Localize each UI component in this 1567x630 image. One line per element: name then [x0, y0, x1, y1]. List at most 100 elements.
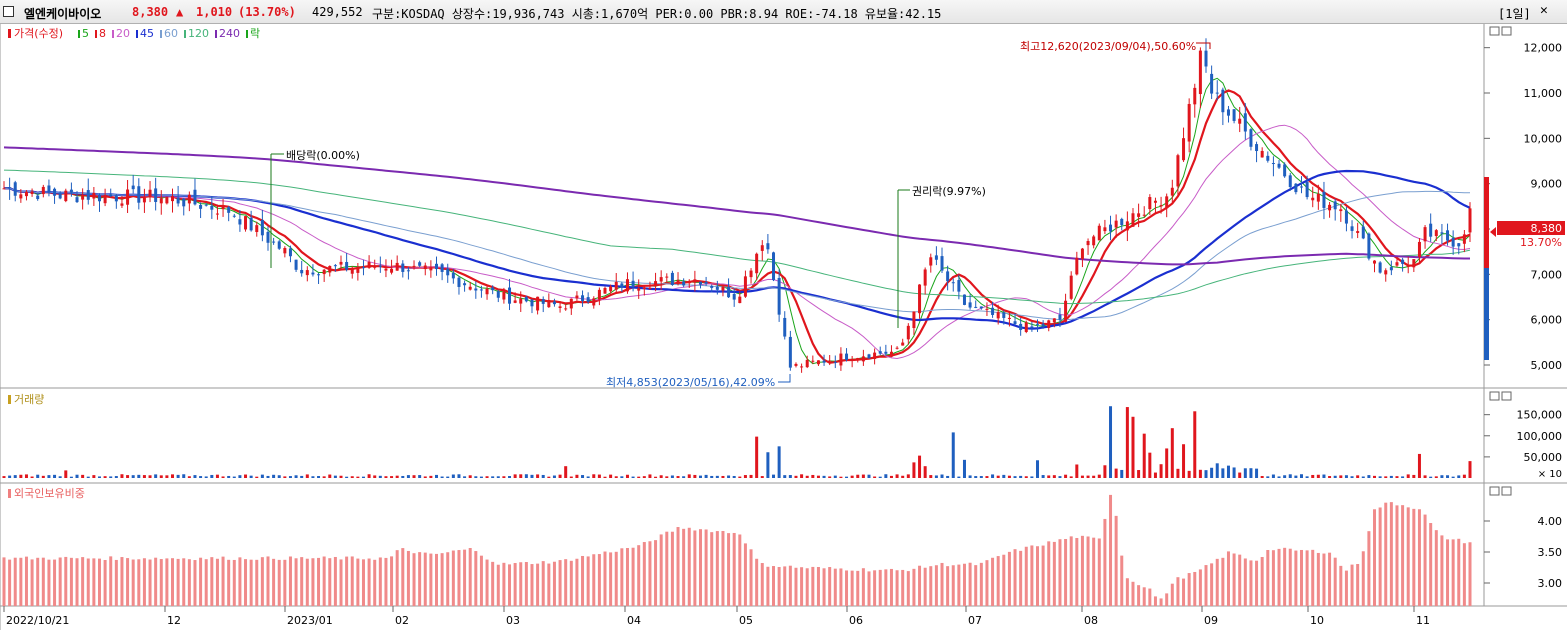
volume-bar — [513, 474, 517, 478]
candle-body — [491, 287, 495, 291]
volume-bar — [390, 476, 394, 478]
panel-buttons-foreign[interactable] — [1489, 486, 1512, 496]
volume-bar — [1221, 468, 1225, 478]
volume-bar — [1114, 468, 1118, 478]
foreign-ratio-bar — [1047, 541, 1051, 606]
price-change-pct: (13.70%) — [238, 5, 296, 19]
candle-body — [918, 284, 922, 314]
volume-bar — [333, 475, 337, 478]
candle-body — [401, 263, 405, 272]
foreign-ratio-bar — [1024, 546, 1028, 606]
y-tick-label: 3.50 — [1538, 546, 1563, 559]
foreign-ratio-bar — [97, 558, 101, 606]
range-bar-down — [1484, 268, 1489, 360]
foreign-ratio-bar — [1002, 554, 1006, 606]
volume-bar — [412, 475, 416, 478]
candle-body — [1114, 220, 1118, 228]
foreign-ratio-bar — [1165, 593, 1169, 606]
volume-bar — [260, 474, 264, 478]
chart-area: 12,00011,00010,0009,0008,0007,0006,0005,… — [0, 24, 1567, 630]
volume-bar — [816, 475, 820, 478]
x-tick-label: 02 — [395, 614, 409, 627]
candle-body — [244, 216, 248, 230]
volume-bar — [873, 476, 877, 478]
candle-body — [1193, 87, 1197, 105]
candle-body — [1075, 257, 1079, 275]
candle-body — [856, 357, 860, 360]
volume-bar — [738, 476, 742, 478]
x-tick-label: 04 — [627, 614, 641, 627]
y-tick-label: 150,000 — [1517, 409, 1563, 422]
foreign-ratio-bar — [1457, 538, 1461, 606]
x-tick-label: 10 — [1310, 614, 1324, 627]
candle-body — [648, 287, 652, 290]
candle-body — [687, 282, 691, 284]
volume-bar — [856, 474, 860, 478]
volume-bar — [485, 476, 489, 478]
candle-body — [822, 360, 826, 363]
volume-bar — [36, 474, 40, 478]
foreign-ratio-bar — [47, 559, 51, 606]
foreign-ratio-bar — [496, 564, 500, 606]
foreign-ratio-bar — [715, 531, 719, 606]
panel-buttons-volume[interactable] — [1489, 391, 1512, 401]
foreign-ratio-bar — [328, 558, 332, 606]
volume-bar — [1277, 476, 1281, 478]
volume-bar — [1170, 428, 1174, 478]
candle-body — [738, 296, 742, 304]
volume-bar — [1125, 407, 1129, 478]
candle-body — [1389, 267, 1393, 271]
candle-body — [36, 195, 40, 200]
volume-bar — [957, 476, 961, 478]
volume-bar — [766, 452, 770, 478]
volume-bar — [446, 476, 450, 478]
volume-bar — [1165, 448, 1169, 478]
volume-bar — [648, 474, 652, 478]
foreign-ratio-bar — [766, 566, 770, 606]
period-selector[interactable]: [1일] — [1498, 7, 1531, 21]
foreign-legend-label: 외국인보유비중 — [14, 487, 85, 500]
foreign-ratio-bar — [974, 565, 978, 606]
close-icon[interactable]: ✕ — [1540, 3, 1548, 18]
volume-bar — [1047, 475, 1051, 478]
foreign-ratio-bar — [373, 559, 377, 606]
foreign-ratio-bar — [227, 559, 231, 606]
foreign-ratio-bar — [569, 560, 573, 606]
volume-bar — [1103, 465, 1107, 478]
candle-body — [1468, 208, 1472, 233]
volume-bar — [1305, 476, 1309, 478]
candle-body — [519, 298, 523, 304]
foreign-ratio-bar — [755, 558, 759, 606]
volume-bar — [867, 474, 871, 478]
foreign-ratio-bar — [1238, 554, 1242, 606]
foreign-ratio-bar — [345, 556, 349, 606]
volume-bar — [530, 474, 534, 478]
panel-checkbox[interactable] — [3, 6, 14, 17]
candle-body — [126, 189, 130, 205]
candle-body — [1339, 209, 1343, 212]
candle-body — [187, 194, 191, 204]
ma-5-line — [3, 77, 1471, 365]
volume-bar — [463, 476, 467, 478]
candle-body — [204, 204, 208, 206]
foreign-ratio-bar — [1395, 505, 1399, 606]
volume-bar — [277, 475, 281, 478]
candle-body — [962, 294, 966, 305]
candle-body — [1277, 163, 1281, 168]
foreign-ratio-bar — [721, 530, 725, 606]
candle-body — [1462, 234, 1466, 244]
candle-body — [1198, 50, 1202, 95]
panel-buttons-price[interactable] — [1489, 26, 1512, 36]
volume-bar — [434, 474, 438, 478]
candle-body — [272, 241, 276, 243]
foreign-ratio-bar — [1226, 551, 1230, 606]
volume-bar — [772, 474, 776, 478]
candle-body — [1288, 175, 1292, 188]
foreign-ratio-bar — [1131, 581, 1135, 606]
foreign-ratio-bar — [929, 566, 933, 606]
volume-bar — [1007, 475, 1011, 478]
candle-body — [120, 203, 124, 206]
volume-bar — [833, 475, 837, 478]
foreign-ratio-bar — [109, 556, 113, 606]
volume-bar — [625, 474, 629, 478]
